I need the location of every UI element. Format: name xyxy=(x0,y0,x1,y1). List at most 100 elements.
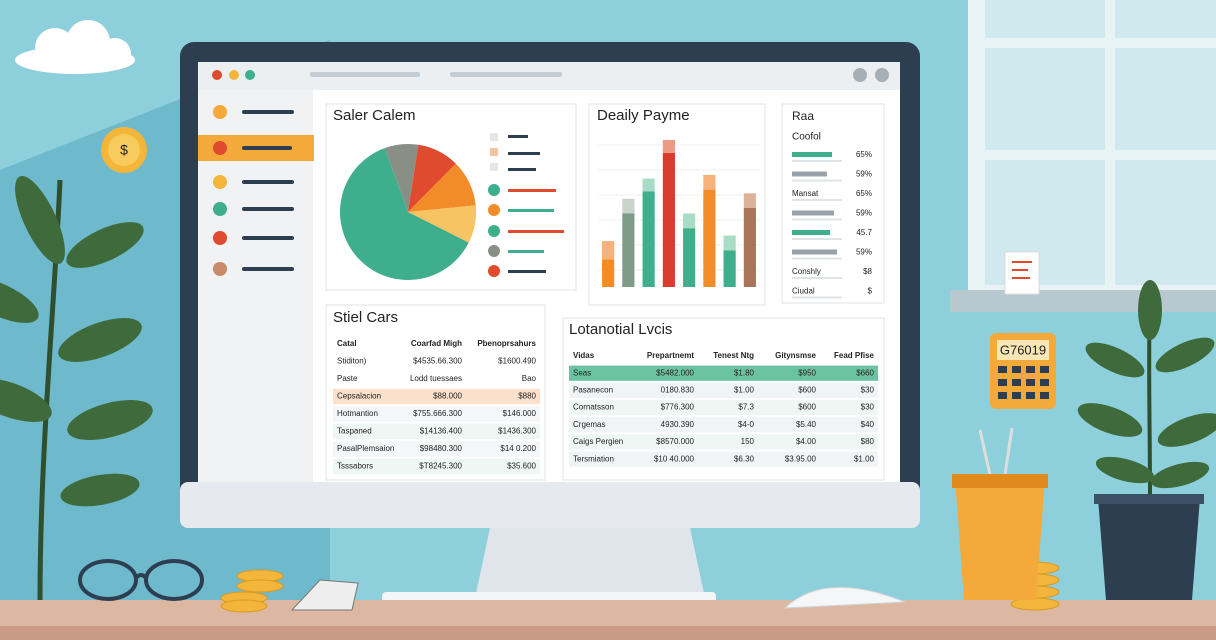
panel-subtitle: Coofol xyxy=(792,132,821,143)
bar-segment xyxy=(622,213,635,287)
cell: Tersmiation xyxy=(573,454,614,463)
cell: $4.00 xyxy=(796,437,817,446)
panel xyxy=(781,103,885,304)
row-highlight xyxy=(569,382,878,398)
pie-legend xyxy=(488,133,564,277)
cell: $146.000 xyxy=(503,409,537,418)
bar-segment xyxy=(642,191,655,287)
row-value: 65% xyxy=(856,189,872,198)
cell: $600 xyxy=(798,386,816,395)
column-header: Catal xyxy=(337,339,357,348)
column-header: Gitynsmse xyxy=(775,351,816,360)
panel-title: Raa xyxy=(792,109,814,123)
bar-segment xyxy=(662,152,675,287)
row-highlight xyxy=(333,423,540,440)
row-highlight xyxy=(333,441,540,457)
sidebar-label xyxy=(242,207,294,211)
panel xyxy=(588,103,766,306)
row-value: 45.7 xyxy=(856,228,872,237)
sidebar-icon xyxy=(213,202,227,216)
cell: Pasanecon xyxy=(573,386,613,395)
cell: Crgemas xyxy=(573,420,605,429)
cell: Taspaned xyxy=(337,427,372,436)
panel-title: Deaily Payme xyxy=(597,107,690,124)
sidebar-icon xyxy=(213,141,227,155)
plant-left xyxy=(0,175,153,601)
panel-title: Stiel Cars xyxy=(333,309,398,326)
row-highlight xyxy=(569,417,878,433)
row-line xyxy=(792,238,842,240)
calculator: G76019 xyxy=(990,333,1056,409)
pie-slice xyxy=(384,144,419,212)
cell: $10 40.000 xyxy=(654,454,695,463)
row-highlight xyxy=(569,365,878,381)
svg-text:$: $ xyxy=(120,142,128,158)
row-value: 59% xyxy=(856,248,872,257)
cell: $755.666.300 xyxy=(413,409,462,418)
book xyxy=(290,579,359,611)
bar-segment xyxy=(703,174,716,190)
bar-segment xyxy=(743,207,756,287)
cell: Tsssabors xyxy=(337,462,373,471)
bar-segment xyxy=(662,140,675,153)
cell: $14136.400 xyxy=(420,427,463,436)
column-header: Fead Pfise xyxy=(834,351,875,360)
row-bar xyxy=(792,152,832,157)
cell: $600 xyxy=(798,403,816,412)
sidebar-label xyxy=(242,267,294,271)
bar-segment xyxy=(743,193,756,208)
cell: Bao xyxy=(522,374,537,383)
row-line xyxy=(792,160,842,162)
cell: $5.40 xyxy=(796,420,817,429)
sidebar xyxy=(198,90,314,482)
row-bar xyxy=(792,249,837,255)
cell: 4930.390 xyxy=(661,420,695,429)
cell: $14 0.200 xyxy=(500,444,536,453)
cell: $4535.66.300 xyxy=(413,357,462,366)
row-line xyxy=(792,296,842,299)
column-header: Vidas xyxy=(573,351,595,360)
bar-segment xyxy=(622,198,635,214)
bar-segment xyxy=(602,259,615,287)
row-line xyxy=(792,257,842,260)
row-highlight xyxy=(569,400,878,416)
row-highlight xyxy=(333,458,540,475)
pie-slice xyxy=(408,163,476,212)
browser-bar xyxy=(198,62,900,90)
sidebar-label xyxy=(242,180,294,184)
cell: $35.600 xyxy=(507,462,536,471)
row-line xyxy=(792,199,842,201)
bar-segment xyxy=(723,235,736,251)
row-line xyxy=(792,218,842,221)
cell: $88.000 xyxy=(433,392,462,401)
row-line xyxy=(792,179,842,182)
row-highlight xyxy=(333,406,540,422)
sidebar-icon xyxy=(213,105,227,119)
glasses xyxy=(78,559,204,601)
cell: $1.00 xyxy=(734,386,755,395)
cell: $1.80 xyxy=(734,368,755,377)
cell: $1600.490 xyxy=(498,357,536,366)
column-header: Prepartnemt xyxy=(647,351,694,360)
cell: $776.300 xyxy=(661,403,695,412)
row-value: 65% xyxy=(856,150,872,159)
row-value: 59% xyxy=(856,209,872,218)
pie-slice xyxy=(340,148,469,280)
sidebar-icon xyxy=(213,231,227,245)
cell: $T8245.300 xyxy=(419,462,462,471)
cell: $1.00 xyxy=(854,454,875,463)
bar-segment xyxy=(683,228,696,287)
bar-segment xyxy=(723,250,736,287)
column-header: Tenest Ntg xyxy=(713,351,754,360)
row-value: 59% xyxy=(856,170,872,179)
pie-slice xyxy=(408,205,477,243)
cell: $1436.300 xyxy=(498,427,536,436)
row-line xyxy=(792,277,842,279)
cell: $80 xyxy=(861,437,875,446)
cell: Seas xyxy=(573,368,591,377)
cell: 0180.830 xyxy=(661,386,695,395)
bar-segment xyxy=(703,189,716,287)
sidebar-icon xyxy=(213,175,227,189)
coin-icon: $ xyxy=(101,127,147,173)
